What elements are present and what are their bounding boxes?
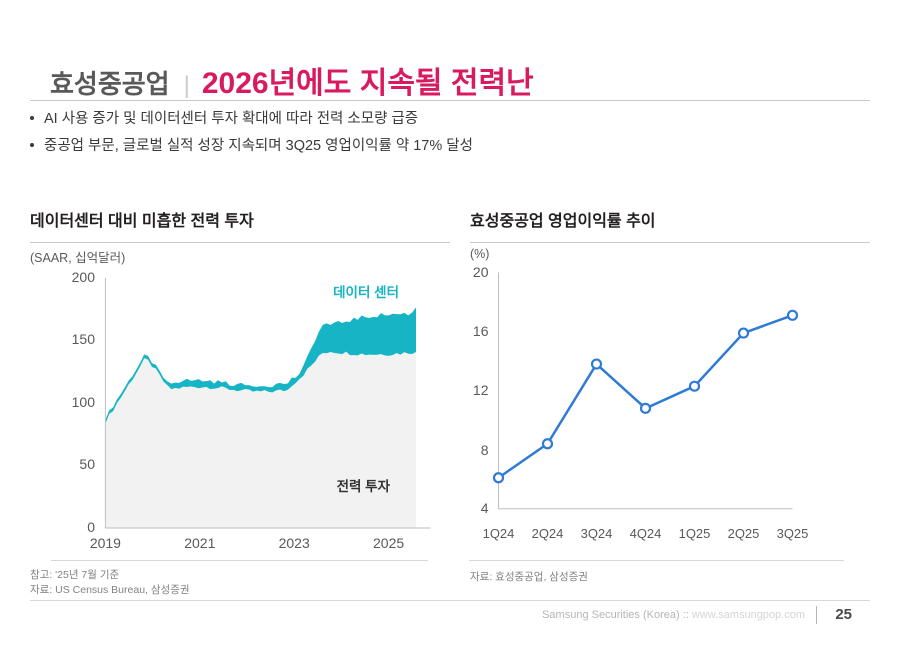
svg-text:2Q25: 2Q25 — [728, 526, 760, 541]
svg-text:데이터 센터: 데이터 센터 — [333, 284, 399, 300]
svg-text:100: 100 — [72, 394, 96, 410]
svg-text:0: 0 — [87, 519, 95, 535]
svg-text:8: 8 — [481, 442, 489, 458]
svg-text:전력 투자: 전력 투자 — [337, 478, 391, 494]
svg-text:2019: 2019 — [90, 535, 121, 551]
svg-text:50: 50 — [79, 456, 95, 472]
svg-text:2021: 2021 — [184, 535, 215, 551]
svg-text:2025: 2025 — [373, 535, 404, 551]
svg-text:16: 16 — [473, 323, 489, 339]
svg-text:3Q24: 3Q24 — [581, 526, 613, 541]
svg-text:4Q24: 4Q24 — [630, 526, 662, 541]
svg-text:2Q24: 2Q24 — [532, 526, 564, 541]
svg-text:1Q24: 1Q24 — [483, 526, 515, 541]
svg-text:4: 4 — [481, 500, 489, 516]
svg-text:3Q25: 3Q25 — [777, 526, 809, 541]
svg-text:2023: 2023 — [279, 535, 310, 551]
svg-text:20: 20 — [473, 264, 489, 280]
svg-text:1Q25: 1Q25 — [679, 526, 711, 541]
svg-text:150: 150 — [72, 331, 96, 347]
svg-text:200: 200 — [72, 269, 96, 285]
svg-text:12: 12 — [473, 382, 489, 398]
